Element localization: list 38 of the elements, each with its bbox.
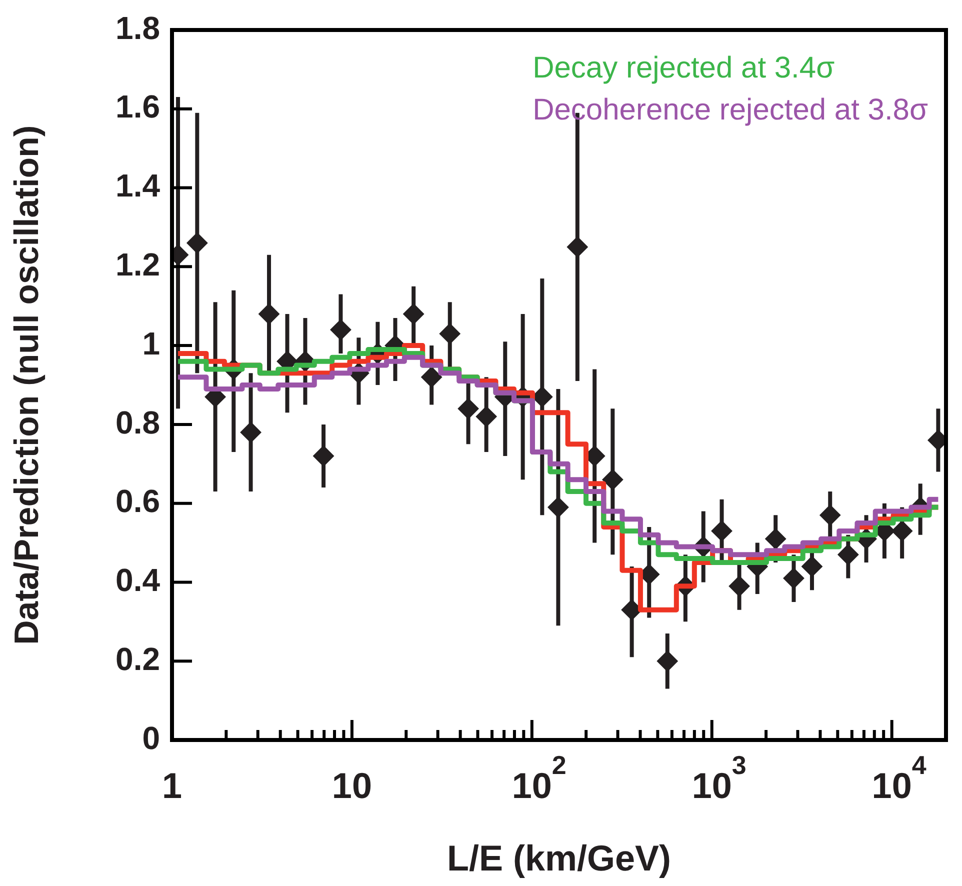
x-tick-label: 10 [332,765,372,806]
y-tick-label: 0.4 [116,562,160,598]
y-axis-title: Data/Prediction (null oscillation) [8,125,46,645]
point [820,504,841,526]
y-tick-label: 0.2 [116,640,160,677]
y-tick-label: 1 [142,325,160,362]
y-tick-label: 0.8 [116,404,160,440]
y-tick-label: 1.6 [116,88,160,125]
point [711,520,732,542]
y-tick-label: 0 [142,720,160,756]
point [186,232,208,254]
point [765,528,786,550]
y-tick-label: 1.8 [116,10,160,46]
point [566,236,588,258]
point [602,469,624,490]
point [403,304,424,324]
point [838,544,859,566]
point [258,304,280,324]
point [621,599,642,620]
point [728,576,750,597]
point [313,446,334,466]
point [439,323,460,344]
point [240,422,262,443]
point [421,366,442,388]
y-tick-label: 1.4 [116,168,160,204]
x-axis-title: L/E (km/GeV) [446,837,672,878]
text: Decay rejected at 3.4σ [532,51,836,84]
point [656,650,678,672]
point [476,406,497,428]
point [330,319,352,340]
point [783,568,804,589]
point [548,496,569,518]
point [801,556,822,577]
point [458,398,479,420]
y-tick-label: 0.6 [116,483,160,520]
text: Decoherence rejected at 3.8σ [532,93,928,126]
point [892,520,913,542]
y-tick-label: 1.2 [116,246,160,282]
